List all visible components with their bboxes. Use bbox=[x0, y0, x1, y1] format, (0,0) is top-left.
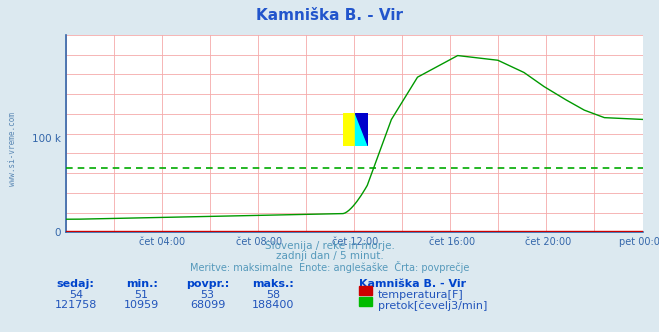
Text: Kamniška B. - Vir: Kamniška B. - Vir bbox=[256, 8, 403, 23]
Text: zadnji dan / 5 minut.: zadnji dan / 5 minut. bbox=[275, 251, 384, 261]
Text: www.si-vreme.com: www.si-vreme.com bbox=[8, 113, 17, 186]
Text: sedaj:: sedaj: bbox=[57, 279, 95, 289]
Polygon shape bbox=[355, 113, 368, 146]
Text: 58: 58 bbox=[266, 290, 281, 299]
Text: 53: 53 bbox=[200, 290, 215, 299]
Text: min.:: min.: bbox=[126, 279, 158, 289]
Polygon shape bbox=[355, 113, 368, 146]
Polygon shape bbox=[343, 113, 355, 146]
Text: Meritve: maksimalne  Enote: anglešaške  Črta: povprečje: Meritve: maksimalne Enote: anglešaške Čr… bbox=[190, 261, 469, 273]
Text: 10959: 10959 bbox=[124, 300, 159, 310]
Text: 121758: 121758 bbox=[55, 300, 97, 310]
Text: 51: 51 bbox=[134, 290, 149, 299]
Text: 68099: 68099 bbox=[190, 300, 225, 310]
Text: maks.:: maks.: bbox=[252, 279, 295, 289]
Text: povpr.:: povpr.: bbox=[186, 279, 229, 289]
Text: Slovenija / reke in morje.: Slovenija / reke in morje. bbox=[264, 241, 395, 251]
Text: temperatura[F]: temperatura[F] bbox=[378, 290, 463, 299]
Text: 188400: 188400 bbox=[252, 300, 295, 310]
Text: 54: 54 bbox=[69, 290, 83, 299]
Text: Kamniška B. - Vir: Kamniška B. - Vir bbox=[359, 279, 467, 289]
Text: pretok[čevelj3/min]: pretok[čevelj3/min] bbox=[378, 300, 487, 311]
